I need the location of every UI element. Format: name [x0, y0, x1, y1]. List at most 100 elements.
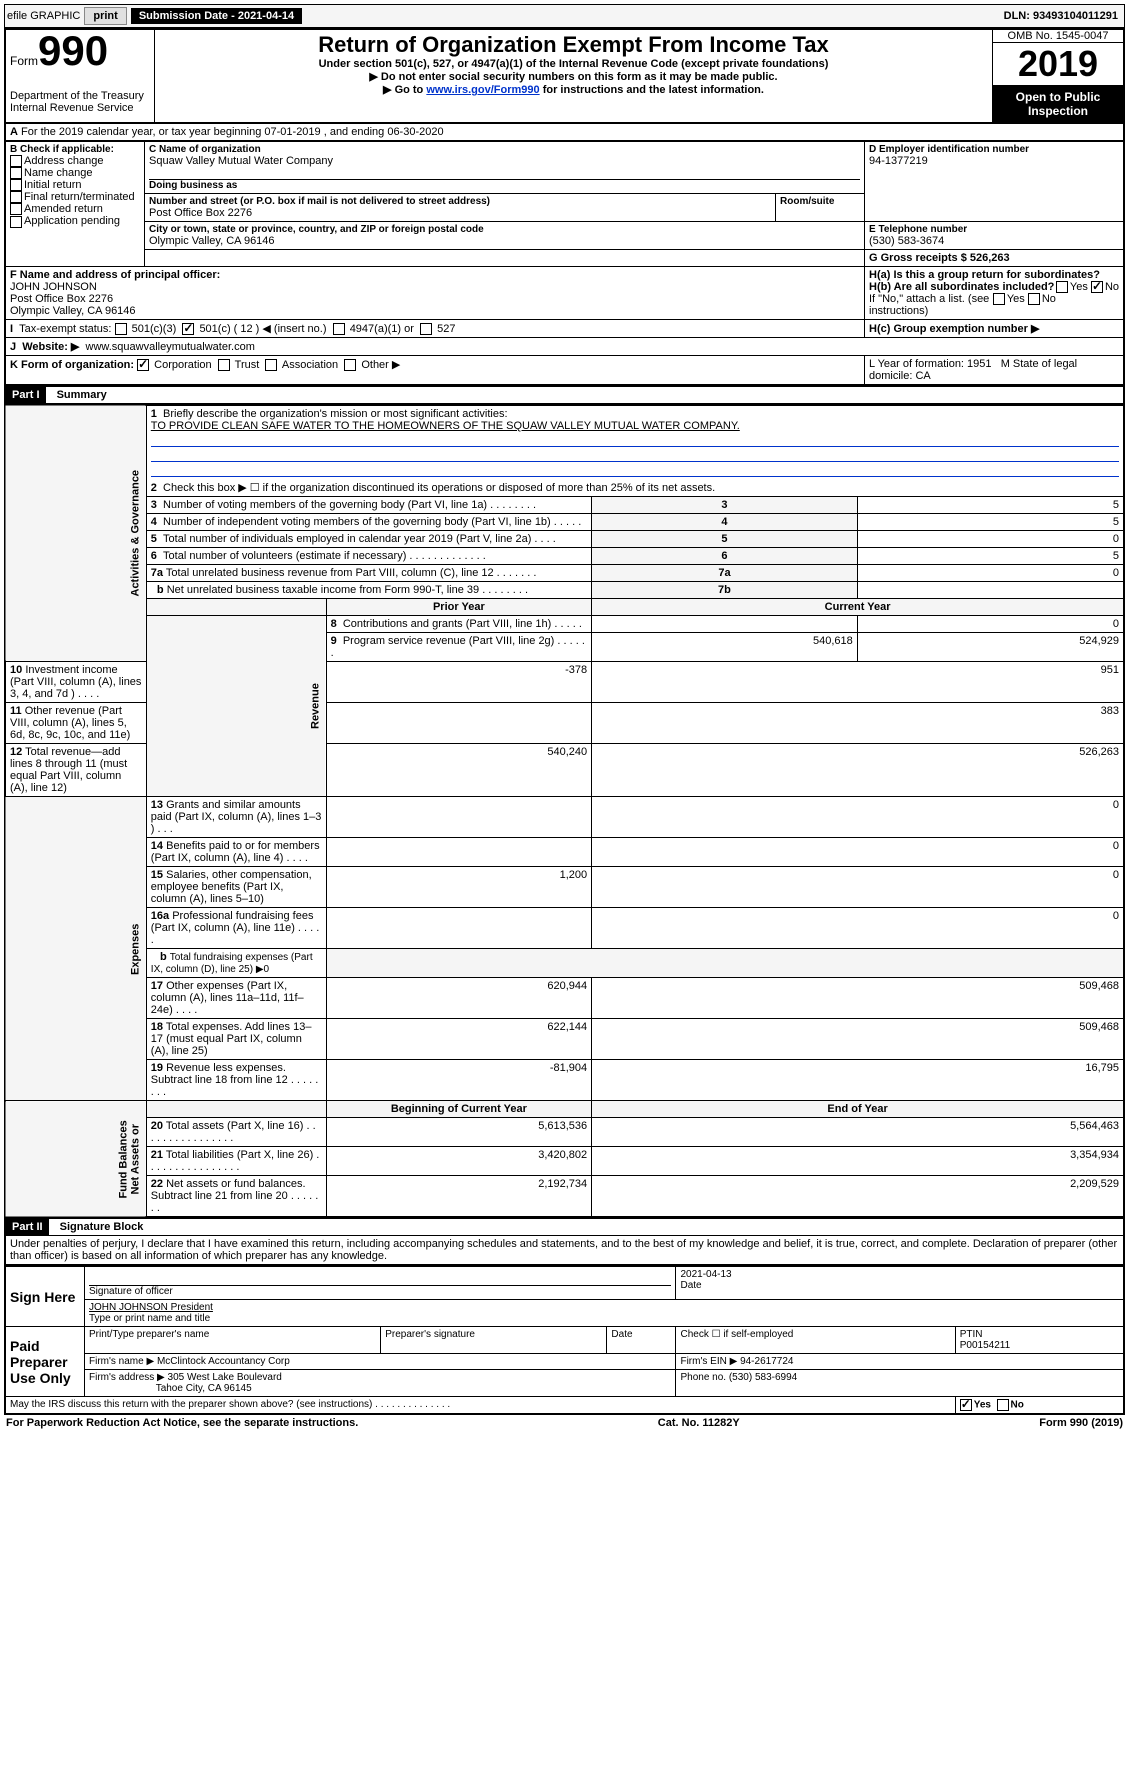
- prep-sig-label: Preparer's signature: [381, 1327, 607, 1354]
- amended-return-checkbox[interactable]: [10, 203, 22, 215]
- address-change-label: Address change: [24, 155, 104, 167]
- row7a-box: 7a: [592, 565, 858, 582]
- net21-text: Total liabilities (Part X, line 26): [166, 1149, 313, 1161]
- rev11-text: Other revenue (Part VIII, column (A), li…: [10, 705, 130, 741]
- exp17-cur: 509,468: [592, 978, 1124, 1019]
- net21-prior: 3,420,802: [326, 1147, 592, 1176]
- application-pending-checkbox[interactable]: [10, 216, 22, 228]
- city-label: City or town, state or province, country…: [149, 224, 860, 235]
- corp-label: Corporation: [154, 359, 211, 371]
- exp13-text: Grants and similar amounts paid (Part IX…: [151, 799, 322, 835]
- sig-officer-label: Signature of officer: [89, 1286, 173, 1297]
- initial-return-checkbox[interactable]: [10, 179, 22, 191]
- ha-yes-label: Yes: [1070, 281, 1088, 293]
- hb-label: H(b) Are all subordinates included?: [869, 281, 1054, 293]
- vert-rev: Revenue: [146, 616, 326, 797]
- exp16b-text: Total fundraising expenses (Part IX, col…: [151, 952, 313, 975]
- vert-gov: Activities & Governance: [5, 405, 146, 662]
- website-label: Website: ▶: [22, 341, 79, 353]
- hb-no-label: No: [1042, 293, 1056, 305]
- discuss-text: May the IRS discuss this return with the…: [10, 1399, 372, 1410]
- form-subtitle-1: Under section 501(c), 527, or 4947(a)(1)…: [159, 58, 988, 70]
- rev11-cur: 383: [592, 703, 1124, 744]
- date-label: Date: [680, 1280, 701, 1291]
- discuss-yes-checkbox[interactable]: [960, 1399, 972, 1411]
- part1-label: Part I: [6, 387, 46, 403]
- dln: DLN: 93493104011291: [1004, 10, 1122, 22]
- form-org-label: K Form of organization:: [10, 359, 134, 371]
- phone-label: E Telephone number: [869, 224, 1119, 235]
- corp-checkbox[interactable]: [137, 359, 149, 371]
- ha-yes-checkbox[interactable]: [1056, 281, 1068, 293]
- assoc-label: Association: [282, 359, 338, 371]
- end-year-header: End of Year: [592, 1101, 1124, 1118]
- hb-yes-checkbox[interactable]: [993, 293, 1005, 305]
- 501c3-checkbox[interactable]: [115, 323, 127, 335]
- exp17-text: Other expenses (Part IX, column (A), lin…: [151, 980, 304, 1016]
- initial-return-label: Initial return: [24, 179, 81, 191]
- part2-label: Part II: [6, 1219, 49, 1235]
- exp19-text: Revenue less expenses. Subtract line 18 …: [151, 1062, 288, 1086]
- date-label-2: Date: [607, 1327, 676, 1354]
- irs-link[interactable]: www.irs.gov/Form990: [426, 84, 539, 96]
- exp17-prior: 620,944: [326, 978, 592, 1019]
- exp16a-text: Professional fundraising fees (Part IX, …: [151, 910, 314, 934]
- paid-preparer-label: Paid Preparer Use Only: [5, 1327, 85, 1397]
- form-number: 990: [38, 27, 108, 74]
- row6-text: Total number of volunteers (estimate if …: [163, 550, 406, 562]
- 4947-checkbox[interactable]: [333, 323, 345, 335]
- check-if-applicable: B Check if applicable:: [10, 144, 140, 155]
- exp14-cur: 0: [592, 838, 1124, 867]
- row7a-text: Total unrelated business revenue from Pa…: [166, 567, 494, 579]
- address-change-checkbox[interactable]: [10, 155, 22, 167]
- rev10-prior: -378: [326, 662, 592, 703]
- cat-number: Cat. No. 11282Y: [658, 1417, 740, 1429]
- org-name-label: C Name of organization: [149, 144, 860, 155]
- discuss-yes-label: Yes: [974, 1400, 991, 1411]
- ha-no-checkbox[interactable]: [1091, 281, 1103, 293]
- row4-box: 4: [592, 514, 858, 531]
- form-footer: Form 990 (2019): [1039, 1417, 1123, 1429]
- trust-checkbox[interactable]: [218, 359, 230, 371]
- paperwork-notice: For Paperwork Reduction Act Notice, see …: [6, 1417, 358, 1429]
- type-name-label: Type or print name and title: [89, 1313, 210, 1324]
- open-public: Open to Public Inspection: [993, 86, 1123, 122]
- discuss-no-label: No: [1011, 1400, 1024, 1411]
- tax-year-line: A For the 2019 calendar year, or tax yea…: [4, 124, 1125, 140]
- final-return-label: Final return/terminated: [24, 191, 135, 203]
- dept-treasury: Department of the Treasury Internal Reve…: [10, 90, 150, 114]
- hb-yes-label: Yes: [1007, 293, 1025, 305]
- exp15-prior: 1,200: [326, 867, 592, 908]
- print-name-label: Print/Type preparer's name: [85, 1327, 381, 1354]
- amended-return-label: Amended return: [24, 203, 103, 215]
- submission-date: Submission Date - 2021-04-14: [131, 8, 302, 24]
- phone: (530) 583-3674: [869, 235, 1119, 247]
- discuss-no-checkbox[interactable]: [997, 1399, 1009, 1411]
- other-checkbox[interactable]: [344, 359, 356, 371]
- officer-addr: Post Office Box 2276 Olympic Valley, CA …: [10, 293, 136, 317]
- rev8-prior: [592, 616, 858, 633]
- hb-no-checkbox[interactable]: [1028, 293, 1040, 305]
- ein: 94-1377219: [869, 155, 1119, 167]
- begin-year-header: Beginning of Current Year: [326, 1101, 592, 1118]
- print-button[interactable]: print: [84, 7, 126, 25]
- name-change-checkbox[interactable]: [10, 167, 22, 179]
- net22-prior: 2,192,734: [326, 1176, 592, 1218]
- firm-name-label: Firm's name ▶: [89, 1356, 154, 1367]
- tax-year-text: For the 2019 calendar year, or tax year …: [21, 126, 444, 138]
- 501c-checkbox[interactable]: [182, 323, 194, 335]
- form-subtitle-3-suffix: for instructions and the latest informat…: [540, 84, 764, 96]
- org-name: Squaw Valley Mutual Water Company: [149, 155, 860, 167]
- application-pending-label: Application pending: [24, 215, 120, 227]
- row6-val: 5: [857, 548, 1124, 565]
- rev12-cur: 526,263: [592, 744, 1124, 797]
- assoc-checkbox[interactable]: [265, 359, 277, 371]
- final-return-checkbox[interactable]: [10, 191, 22, 203]
- ptin: P00154211: [960, 1340, 1010, 1351]
- ha-label: H(a) Is this a group return for subordin…: [869, 269, 1100, 281]
- officer-name: JOHN JOHNSON: [10, 281, 97, 293]
- current-year-header: Current Year: [592, 599, 1124, 616]
- sig-date: 2021-04-13: [680, 1269, 1119, 1280]
- 527-checkbox[interactable]: [420, 323, 432, 335]
- part1-title: Summary: [49, 389, 107, 401]
